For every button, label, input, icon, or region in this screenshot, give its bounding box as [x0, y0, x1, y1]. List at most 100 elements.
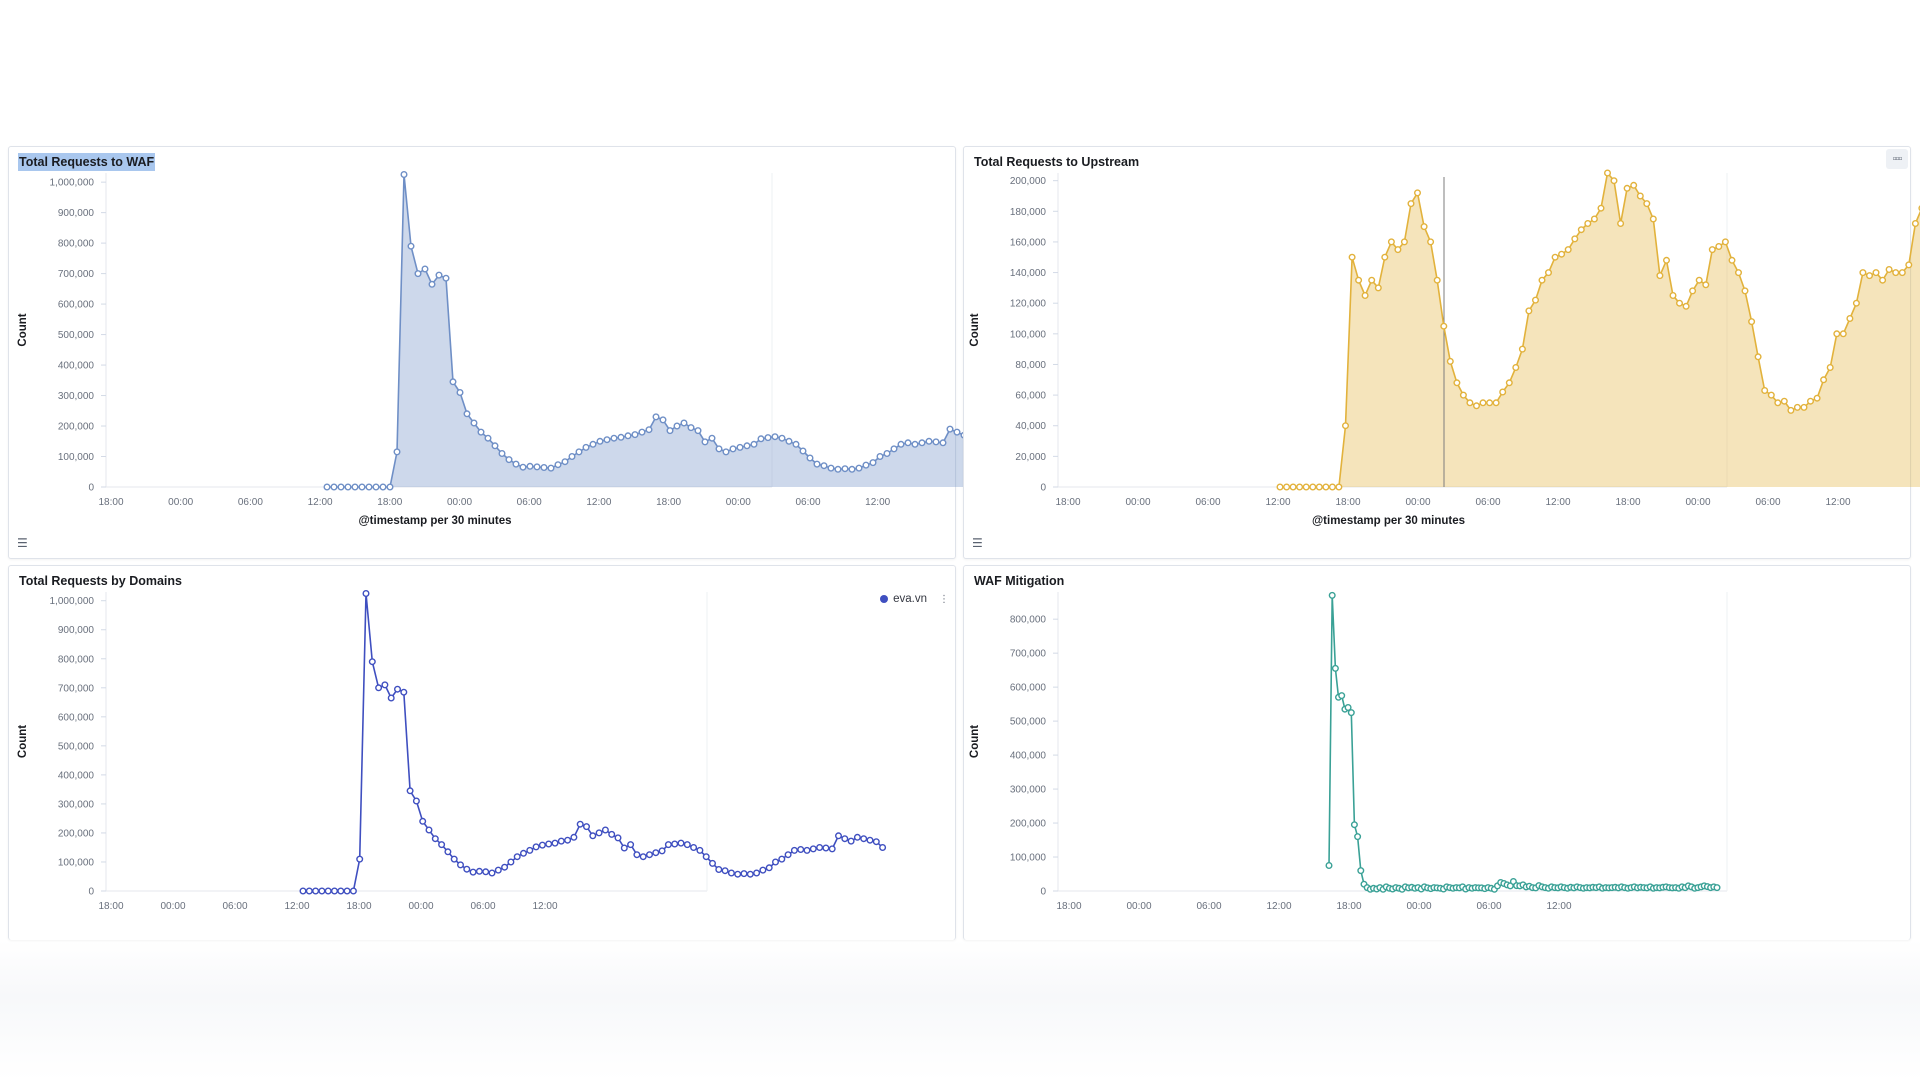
x-tick-label: 06:00	[1476, 901, 1501, 912]
data-point	[1898, 269, 1906, 277]
data-point	[734, 870, 742, 878]
data-point	[1767, 391, 1775, 399]
list-icon[interactable]: ☰	[17, 536, 28, 550]
data-point	[1689, 287, 1697, 295]
data-point	[330, 483, 338, 491]
data-point	[715, 866, 723, 874]
panel-title[interactable]: Total Requests to WAF	[18, 153, 156, 171]
data-point	[1780, 397, 1788, 405]
y-tick-label: 300,000	[58, 391, 95, 402]
data-point	[772, 858, 780, 866]
y-tick-label: 0	[88, 887, 94, 898]
x-tick-label: 00:00	[1405, 497, 1430, 508]
data-point	[1551, 253, 1559, 261]
data-point	[576, 820, 584, 828]
data-point	[407, 242, 415, 250]
data-point	[1597, 204, 1605, 212]
data-point	[1787, 406, 1795, 414]
data-point	[1577, 226, 1585, 234]
panel-title[interactable]: Total Requests by Domains	[19, 574, 182, 588]
data-point	[421, 265, 429, 273]
data-point	[736, 443, 744, 451]
data-point	[1649, 215, 1657, 223]
data-point	[1604, 169, 1612, 177]
data-point	[381, 681, 389, 689]
data-point	[652, 413, 660, 421]
x-tick-label: 12:00	[1825, 497, 1850, 508]
chart-waf-mitigation: 0 100,000 200,000 300,000 400,000 500,000 600,…	[969, 591, 1728, 912]
data-point	[351, 483, 359, 491]
x-tick-label: 06:00	[470, 901, 495, 912]
list-icon[interactable]: ☰	[972, 536, 983, 550]
data-point	[1335, 483, 1343, 491]
y-tick-label: 800,000	[58, 239, 95, 250]
series-line	[1280, 172, 1920, 488]
x-tick-label: 12:00	[1545, 497, 1570, 508]
chart-total-requests-to-waf: 0 100,000 200,000 300,000 400,000 500,000 600,…	[17, 171, 1010, 527]
data-point	[463, 410, 471, 418]
data-point	[897, 440, 905, 448]
y-tick-label: 400,000	[58, 361, 95, 372]
data-point	[1400, 238, 1408, 246]
data-point	[1643, 200, 1651, 208]
data-point	[1713, 884, 1721, 892]
data-point	[822, 844, 830, 852]
data-point	[759, 866, 767, 874]
y-tick-label: 400,000	[58, 770, 95, 781]
data-point	[343, 887, 351, 895]
data-point	[828, 845, 836, 853]
panel-title[interactable]: Total Requests to Upstream	[974, 155, 1140, 169]
data-point	[1347, 709, 1355, 717]
panel-total-requests-to-waf: Total Requests to WAF ☰ 0 100,000 200,000 3…	[8, 146, 1010, 559]
data-point	[1682, 302, 1690, 310]
x-tick-label: 06:00	[517, 497, 542, 508]
data-point	[694, 427, 702, 435]
data-point	[1735, 269, 1743, 277]
data-point	[614, 834, 622, 842]
data-point	[1839, 330, 1847, 338]
data-point	[337, 483, 345, 491]
data-point	[639, 853, 647, 861]
series-area	[327, 174, 1006, 487]
data-point	[414, 270, 422, 278]
data-point	[375, 684, 383, 692]
x-tick-label: 00:00	[447, 497, 472, 508]
data-point	[834, 465, 842, 473]
data-point	[1342, 422, 1350, 430]
data-point	[1872, 269, 1880, 277]
data-point	[362, 590, 370, 598]
data-point	[835, 832, 843, 840]
y-tick-label: 700,000	[58, 269, 95, 280]
data-point	[444, 848, 452, 856]
x-tick-label: 18:00	[1055, 497, 1080, 508]
x-axis-label: @timestamp per 30 minutes	[358, 515, 511, 527]
data-point	[1315, 483, 1323, 491]
data-point	[526, 462, 534, 470]
data-point	[939, 439, 947, 447]
data-point	[1741, 287, 1749, 295]
data-point	[450, 855, 458, 863]
data-point	[1368, 276, 1376, 284]
panel-title[interactable]: WAF Mitigation	[974, 574, 1065, 588]
x-tick-label: 00:00	[1126, 901, 1151, 912]
data-point	[1558, 250, 1566, 258]
data-point	[547, 464, 555, 472]
data-point	[722, 448, 730, 456]
chart-legend[interactable]: eva.vn	[880, 593, 927, 605]
y-tick-label: 80,000	[1015, 360, 1046, 371]
ellipsis-icon[interactable]: ⋮	[939, 594, 949, 605]
data-point	[1459, 391, 1467, 399]
y-tick-label: 200,000	[1010, 176, 1047, 187]
data-point	[540, 464, 548, 472]
data-point	[708, 434, 716, 442]
data-point	[869, 459, 877, 467]
data-point	[1283, 483, 1291, 491]
y-tick-label: 0	[1040, 887, 1046, 898]
x-tick-label: 06:00	[1475, 497, 1500, 508]
ellipsis-icon[interactable]: ▫▫▫	[1886, 149, 1908, 169]
data-point	[1610, 177, 1618, 185]
y-axis-label: Count	[17, 313, 29, 346]
data-point	[488, 869, 496, 877]
y-tick-label: 160,000	[1010, 237, 1047, 248]
data-point	[1833, 330, 1841, 338]
